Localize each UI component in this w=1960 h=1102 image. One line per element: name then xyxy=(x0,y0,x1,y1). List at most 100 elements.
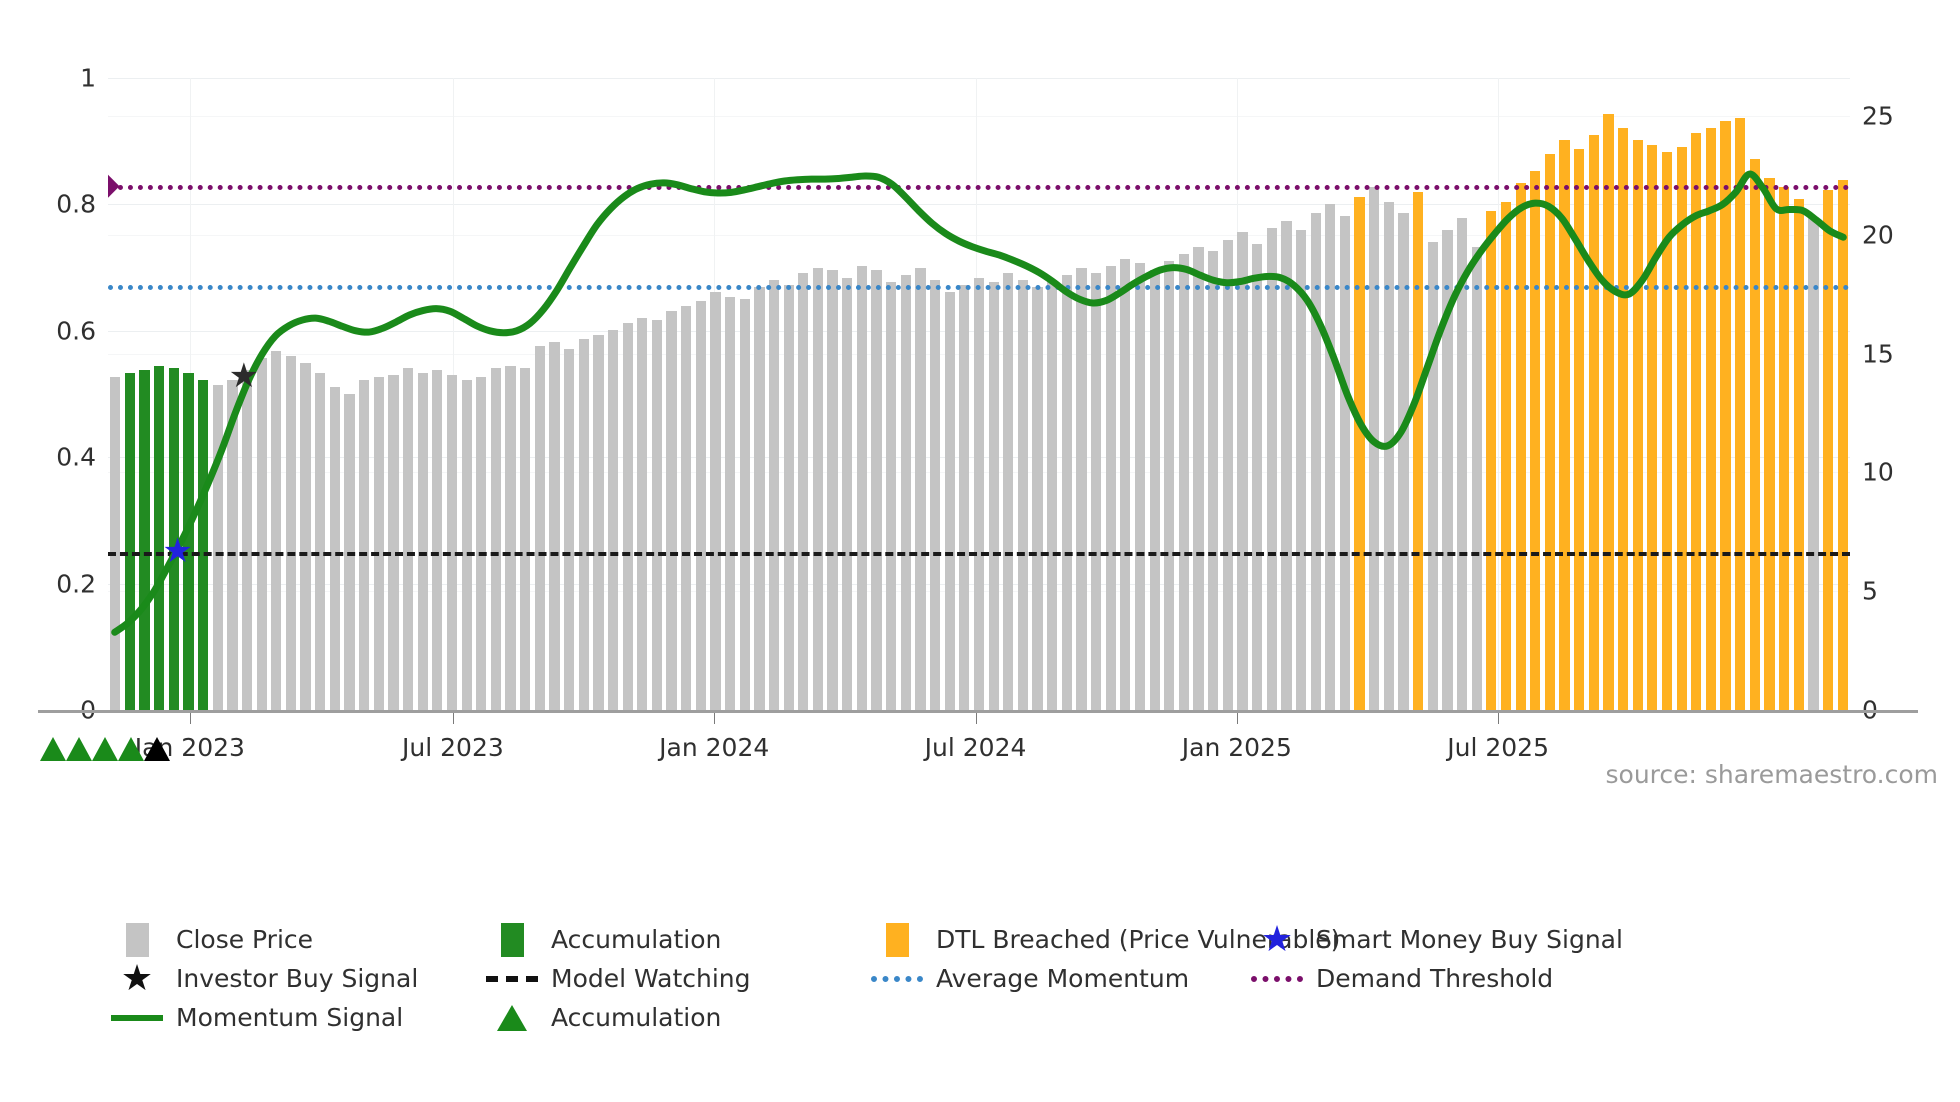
legend-swatch-star-icon: ★ xyxy=(1248,921,1306,958)
y-axis-left-tick: 0.6 xyxy=(56,316,96,346)
legend-row: Close Price Accumulation DTL Breached (Pri… xyxy=(108,920,1908,959)
legend-label: Momentum Signal xyxy=(176,1003,404,1032)
bar-dtl xyxy=(1735,118,1746,710)
legend-item-smart-money-buy-signal[interactable]: ★ Smart Money Buy Signal xyxy=(1248,920,1623,959)
bar-accumulation xyxy=(168,367,179,710)
legend-swatch-square-icon xyxy=(108,922,166,957)
bar-normal xyxy=(1266,227,1277,710)
bar-dtl xyxy=(1574,149,1585,710)
bar-normal xyxy=(388,375,399,710)
legend-item-accumulation-bar[interactable]: Accumulation xyxy=(483,920,721,959)
star-glyph-icon: ★ xyxy=(120,957,154,999)
legend-row: ★ Investor Buy Signal Model Watching Averag… xyxy=(108,959,1908,998)
reference-line-average-momentum xyxy=(108,285,1850,291)
bar-normal xyxy=(1325,203,1336,710)
x-axis-tick-label: Jan 2024 xyxy=(659,733,770,762)
bar-normal xyxy=(402,367,414,710)
legend-item-close-price[interactable]: Close Price xyxy=(108,920,313,959)
bar-normal xyxy=(373,377,384,710)
bar-normal xyxy=(329,386,340,710)
bar-normal xyxy=(256,358,267,710)
bar-normal xyxy=(1193,246,1204,710)
bar-normal xyxy=(973,277,985,710)
legend-item-accumulation-marker[interactable]: Accumulation xyxy=(483,998,721,1037)
x-axis-tick-label: Jul 2023 xyxy=(402,733,504,762)
bar-normal xyxy=(534,346,545,710)
legend-swatch-dashed-icon xyxy=(483,975,541,982)
reference-line-model-watching xyxy=(108,552,1850,556)
bar-normal xyxy=(417,372,428,710)
bar-dtl xyxy=(1720,120,1731,710)
bar-normal xyxy=(622,322,633,710)
bar-normal xyxy=(1076,268,1087,710)
legend-label: DTL Breached (Price Vulnerable) xyxy=(936,925,1341,954)
bar-normal xyxy=(446,375,458,710)
bar-normal xyxy=(1252,244,1263,710)
bar-normal xyxy=(827,270,838,710)
bar-dtl xyxy=(1413,192,1424,710)
bar-dtl xyxy=(1793,199,1804,710)
legend-item-model-watching[interactable]: Model Watching xyxy=(483,959,751,998)
bar-normal xyxy=(959,284,970,710)
bar-dtl xyxy=(1486,211,1497,710)
accumulation-triangle-icon xyxy=(92,737,118,761)
bar-dtl xyxy=(1515,182,1526,710)
bar-normal xyxy=(929,279,941,710)
legend-label: Smart Money Buy Signal xyxy=(1316,925,1623,954)
x-axis-tick-mark xyxy=(189,713,191,724)
bar-dtl xyxy=(1705,127,1717,710)
bar-dtl xyxy=(1749,158,1760,710)
legend-item-demand-threshold[interactable]: Demand Threshold xyxy=(1248,959,1553,998)
legend-label: Close Price xyxy=(176,925,314,954)
bar-normal xyxy=(1281,220,1292,710)
legend-swatch-square-icon xyxy=(483,922,541,957)
legend-item-investor-buy-signal[interactable]: ★ Investor Buy Signal xyxy=(108,959,418,998)
bar-normal xyxy=(710,291,721,710)
bar-normal xyxy=(812,268,824,710)
bar-normal xyxy=(359,379,370,710)
legend-swatch-triangle-icon xyxy=(483,1004,541,1031)
bar-normal xyxy=(1120,258,1131,710)
legend-label: Average Momentum xyxy=(936,964,1190,993)
bar-dtl xyxy=(1617,127,1629,710)
bar-normal xyxy=(476,377,487,710)
square-glyph-icon xyxy=(500,922,524,957)
bar-normal xyxy=(1237,232,1248,710)
bar-dtl xyxy=(1632,139,1643,710)
bar-normal xyxy=(110,377,121,710)
legend-item-dtl-breached[interactable]: DTL Breached (Price Vulnerable) xyxy=(868,920,1340,959)
square-glyph-icon xyxy=(885,922,909,957)
bar-normal xyxy=(315,372,326,710)
bar-accumulation xyxy=(154,365,165,710)
bar-dtl xyxy=(1559,139,1570,710)
legend-label: Accumulation xyxy=(551,925,722,954)
legend-item-momentum-signal[interactable]: Momentum Signal xyxy=(108,998,403,1037)
bar-dtl xyxy=(1822,189,1834,710)
bar-normal xyxy=(681,306,692,710)
legend-row: Momentum Signal Accumulation xyxy=(108,998,1908,1037)
bar-normal xyxy=(725,296,736,710)
bar-normal xyxy=(285,356,297,710)
legend-swatch-star-icon: ★ xyxy=(108,957,166,999)
bar-normal xyxy=(871,270,882,710)
legend-item-average-momentum[interactable]: Average Momentum xyxy=(868,959,1189,998)
y-axis-right-tick: 25 xyxy=(1862,101,1894,131)
bar-normal xyxy=(1134,263,1146,710)
bar-dtl xyxy=(1676,146,1687,710)
bar-normal xyxy=(432,370,443,710)
gridline-horizontal xyxy=(108,116,1850,117)
bar-accumulation xyxy=(139,370,150,710)
bar-dtl xyxy=(1764,177,1775,710)
y-axis-left-tick: 0.4 xyxy=(56,442,96,472)
bar-normal xyxy=(944,291,955,710)
bar-normal xyxy=(241,370,253,710)
x-axis-tick-mark xyxy=(452,713,454,724)
triangle-glyph-icon xyxy=(497,1004,527,1031)
bar-dtl xyxy=(1500,201,1512,710)
bar-normal xyxy=(768,279,780,710)
x-axis-tick-mark xyxy=(975,713,977,724)
smart-money-buy-signal-marker: ★ xyxy=(162,530,193,571)
x-axis-tick-mark xyxy=(1236,713,1238,724)
bar-series-close-price xyxy=(108,78,1850,710)
